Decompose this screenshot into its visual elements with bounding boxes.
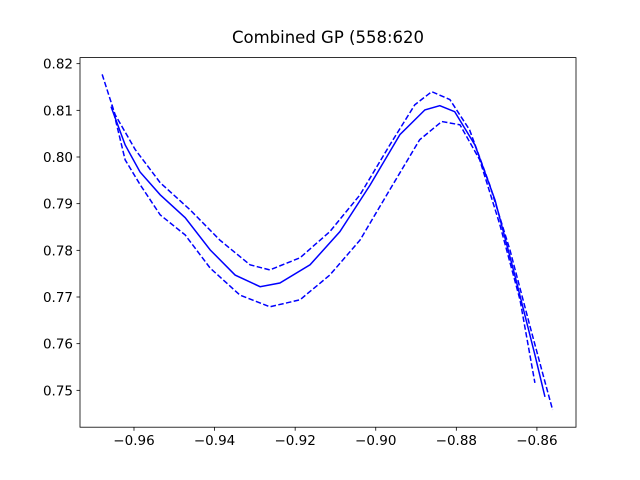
chart-title: Combined GP (558:620 [232, 28, 424, 47]
y-tick-label: 0.77 [43, 290, 73, 306]
x-tick-label: −0.88 [436, 433, 477, 449]
y-tick-label: 0.76 [43, 337, 73, 353]
plot-frame [79, 57, 577, 428]
x-tick-label: −0.96 [113, 433, 154, 449]
y-tick-label: 0.81 [43, 103, 73, 119]
x-tick-label: −0.94 [194, 433, 235, 449]
x-tick-label: −0.92 [274, 433, 315, 449]
y-tick-label: 0.75 [43, 383, 73, 399]
x-tick-label: −0.90 [355, 433, 396, 449]
y-tick-label: 0.82 [43, 57, 73, 73]
x-tick-label: −0.86 [516, 433, 557, 449]
y-tick-label: 0.79 [43, 197, 73, 213]
line-series [111, 104, 536, 383]
line-series [110, 104, 546, 398]
line-series [101, 74, 554, 411]
y-tick-label: 0.78 [43, 243, 73, 259]
y-tick-label: 0.80 [43, 150, 73, 166]
